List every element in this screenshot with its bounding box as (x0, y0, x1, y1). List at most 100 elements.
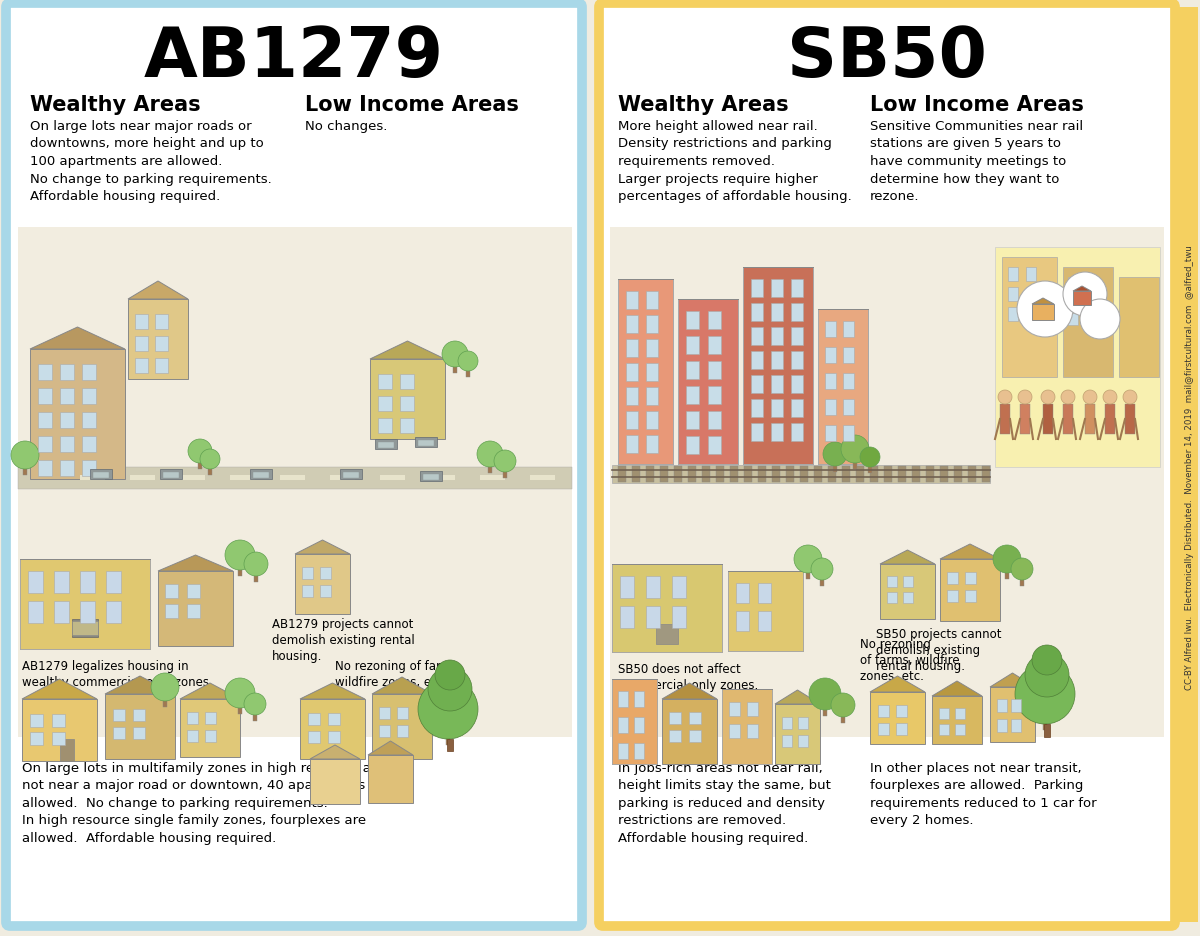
Bar (646, 388, 658, 405)
Bar (180, 699, 240, 757)
Bar (1068, 296, 1078, 308)
Bar (610, 227, 1164, 738)
Bar (686, 436, 698, 455)
Circle shape (418, 680, 478, 739)
Bar (791, 375, 803, 393)
Bar (38, 436, 52, 452)
Bar (751, 375, 763, 393)
Bar (772, 328, 784, 345)
Text: SB50 does not affect
commercial-only zones.: SB50 does not affect commercial-only zon… (618, 663, 758, 692)
Bar (743, 268, 814, 464)
Bar (708, 361, 721, 380)
Bar (716, 466, 724, 482)
Bar (1063, 268, 1114, 377)
Bar (446, 739, 454, 752)
Bar (378, 374, 392, 389)
Bar (775, 704, 820, 764)
Bar (187, 730, 198, 742)
Bar (90, 470, 112, 479)
Bar (708, 412, 721, 430)
Bar (912, 466, 920, 482)
Bar (954, 466, 962, 482)
Bar (253, 473, 269, 478)
Polygon shape (368, 741, 413, 755)
Bar (300, 699, 365, 759)
Bar (896, 724, 907, 735)
Bar (940, 466, 948, 482)
Bar (1126, 404, 1135, 434)
Bar (751, 303, 763, 322)
Polygon shape (22, 680, 97, 699)
Bar (772, 280, 784, 298)
Bar (1178, 8, 1198, 922)
Bar (947, 591, 958, 603)
Bar (965, 573, 976, 584)
Bar (328, 713, 340, 725)
Bar (955, 709, 965, 719)
Bar (968, 466, 976, 482)
Bar (823, 707, 827, 716)
Bar (106, 695, 175, 759)
Bar (708, 337, 721, 355)
Bar (187, 605, 200, 619)
Circle shape (830, 694, 854, 717)
Text: In jobs-rich areas not near rail,
height limits stay the same, but
parking is re: In jobs-rich areas not near rail, height… (618, 761, 830, 844)
Bar (180, 475, 205, 480)
Bar (328, 731, 340, 743)
Bar (23, 465, 28, 475)
Bar (612, 465, 990, 484)
Bar (134, 337, 148, 352)
Bar (379, 725, 390, 738)
Bar (343, 473, 359, 478)
Bar (166, 584, 178, 598)
Bar (618, 717, 628, 733)
Polygon shape (372, 678, 432, 695)
Bar (1085, 404, 1096, 434)
Bar (782, 735, 792, 747)
Bar (80, 475, 106, 480)
Bar (672, 577, 686, 598)
Polygon shape (870, 677, 925, 693)
Bar (678, 300, 738, 464)
Text: More height allowed near rail.
Density restrictions and parking
requirements rem: More height allowed near rail. Density r… (618, 120, 852, 203)
Polygon shape (662, 683, 718, 699)
Circle shape (1018, 282, 1073, 338)
Bar (1045, 694, 1049, 703)
Text: Wealthy Areas: Wealthy Areas (30, 95, 200, 115)
Bar (1006, 569, 1009, 579)
Bar (870, 693, 925, 744)
Bar (898, 466, 906, 482)
Bar (302, 567, 313, 579)
Bar (1026, 268, 1036, 282)
Bar (791, 303, 803, 322)
Bar (30, 714, 43, 727)
Text: Sensitive Communities near rail
stations are given 5 years to
have community mee: Sensitive Communities near rail stations… (870, 120, 1084, 203)
Bar (853, 460, 857, 470)
Bar (38, 388, 52, 404)
Bar (995, 248, 1160, 467)
Bar (730, 466, 738, 482)
Bar (686, 387, 698, 404)
Bar (612, 564, 722, 652)
Circle shape (1042, 390, 1055, 404)
Bar (686, 312, 698, 329)
Bar (1043, 720, 1046, 730)
Bar (82, 388, 96, 404)
Bar (163, 697, 167, 708)
Bar (887, 592, 898, 604)
Bar (828, 466, 836, 482)
Polygon shape (370, 342, 445, 359)
Bar (38, 365, 52, 381)
Bar (1026, 308, 1036, 322)
Bar (612, 564, 722, 652)
Bar (400, 374, 414, 389)
Bar (368, 755, 413, 803)
Bar (1008, 268, 1018, 282)
Bar (670, 730, 682, 742)
Bar (826, 400, 836, 416)
Circle shape (226, 679, 256, 709)
Bar (746, 702, 758, 716)
Bar (60, 388, 74, 404)
Bar (1010, 719, 1021, 732)
Bar (887, 577, 898, 588)
